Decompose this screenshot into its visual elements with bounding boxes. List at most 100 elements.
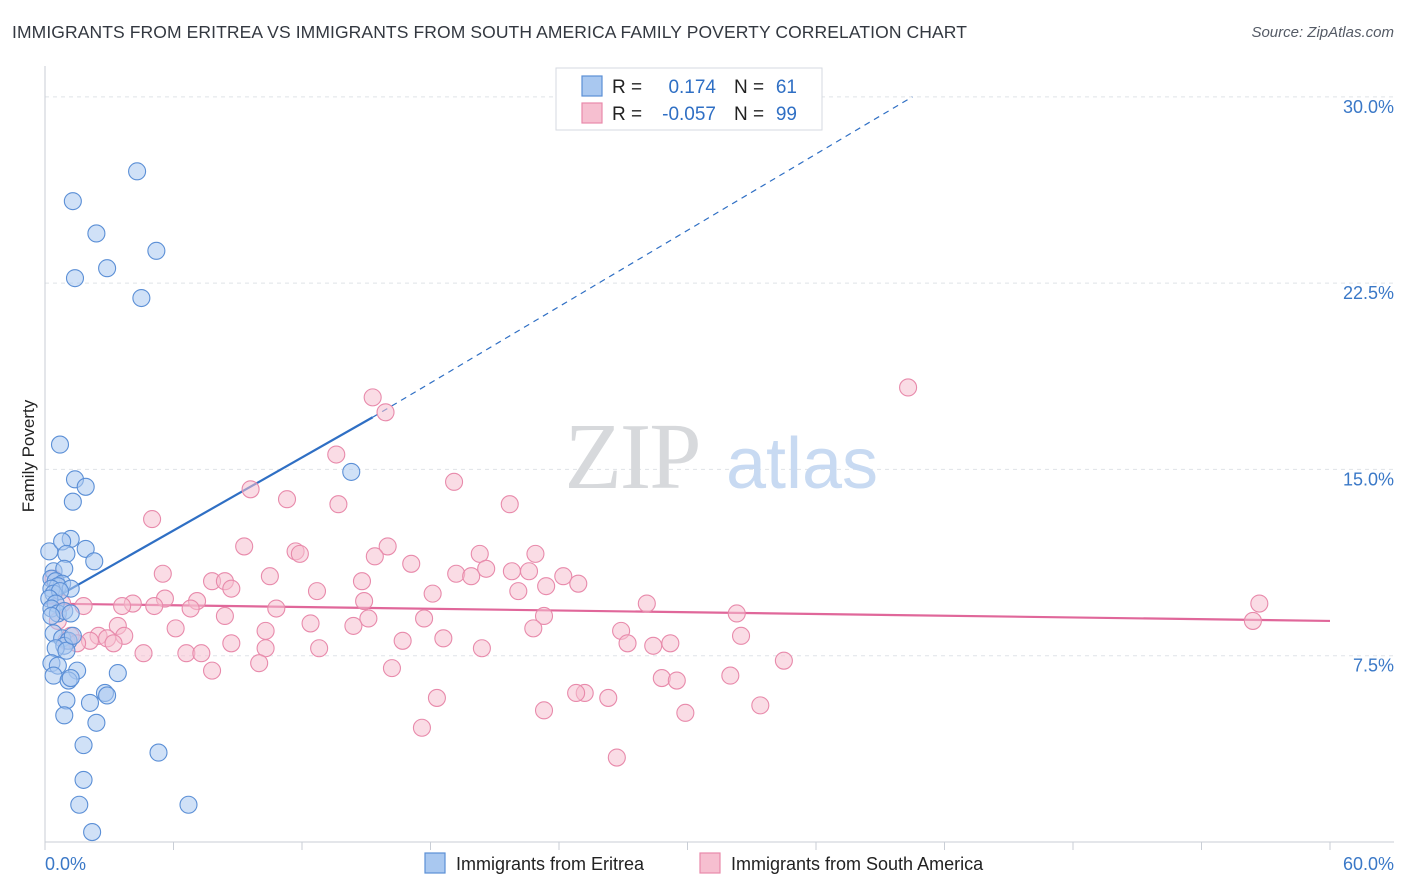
blue-data-point	[76, 539, 95, 558]
blue-data-point	[128, 162, 147, 181]
x-tick-label: 0.0%	[45, 854, 86, 874]
y-axis-label: Family Poverty	[19, 399, 38, 512]
pink-data-point	[524, 619, 543, 638]
pink-data-point	[423, 584, 442, 603]
blue-data-point	[108, 664, 127, 683]
pink-data-point	[363, 388, 382, 407]
blue-data-point	[57, 641, 76, 660]
blue-data-point	[42, 606, 61, 626]
trend-lines	[44, 96, 1331, 623]
pink-data-point	[534, 701, 554, 720]
pink-data-point	[352, 572, 372, 591]
pink-data-point	[462, 567, 481, 586]
pink-data-point	[393, 631, 412, 650]
pink-data-point	[256, 639, 275, 658]
pink-data-point	[344, 616, 363, 635]
blue-trend-extension	[372, 96, 913, 418]
pink-data-point	[134, 644, 153, 663]
pink-data-point	[774, 651, 793, 670]
pink-data-point	[143, 510, 162, 529]
x-tick-label: 60.0%	[1343, 854, 1394, 874]
blue-data-point	[74, 770, 93, 789]
y-tick-label: 15.0%	[1343, 469, 1394, 489]
blue-data-point	[149, 743, 168, 762]
pink-data-point	[569, 574, 588, 593]
pink-data-point	[667, 671, 686, 690]
pink-data-point	[290, 544, 309, 563]
pink-data-point	[359, 609, 378, 628]
pink-data-point	[731, 626, 751, 645]
pink-data-point	[192, 644, 211, 663]
series-legend-label: Immigrants from South America	[731, 854, 984, 874]
blue-data-point	[76, 477, 95, 496]
blue-data-point	[85, 552, 104, 571]
blue-data-point	[44, 666, 63, 685]
blue-series-swatch	[424, 852, 446, 874]
pink-data-point	[502, 562, 521, 581]
pink-data-point	[277, 490, 297, 509]
pink-data-point	[554, 567, 573, 586]
pink-data-point	[470, 544, 489, 563]
blue-data-point	[98, 259, 117, 278]
pink-data-point	[256, 621, 275, 640]
pink-data-point	[751, 696, 770, 715]
y-tick-label: 22.5%	[1343, 283, 1394, 303]
blue-data-point	[63, 626, 82, 645]
pink-data-point	[382, 659, 402, 678]
blue-data-point	[147, 241, 166, 260]
pink-data-point	[327, 445, 346, 464]
pink-data-point	[307, 582, 327, 601]
pink-data-point	[1250, 594, 1269, 613]
pink-data-point	[222, 634, 241, 653]
pink-data-point	[376, 403, 395, 422]
pink-data-point	[599, 688, 618, 707]
blue-data-point	[70, 795, 89, 814]
data-points	[40, 162, 1269, 842]
pink-data-point	[260, 567, 279, 586]
pink-data-point	[235, 537, 254, 556]
legend-r-label: R =	[612, 77, 642, 98]
pink-data-point	[267, 599, 286, 618]
blue-data-point	[65, 269, 85, 288]
pink-data-point	[607, 748, 626, 767]
pink-data-point	[215, 606, 234, 626]
pink-data-point	[721, 666, 740, 685]
pink-data-point	[519, 562, 539, 581]
source-label: Source: ZipAtlas.com	[1251, 24, 1394, 41]
blue-data-point	[63, 492, 82, 511]
axes	[44, 66, 1394, 850]
blue-data-point	[342, 462, 361, 481]
pink-data-point	[250, 654, 269, 673]
legend-r-label: R =	[612, 104, 642, 125]
pink-data-point	[500, 495, 519, 514]
pink-data-point	[447, 564, 466, 583]
blue-trend-line	[44, 416, 374, 605]
pink-data-point	[1243, 611, 1262, 630]
blue-legend-swatch	[581, 75, 603, 97]
chart-title: IMMIGRANTS FROM ERITREA VS IMMIGRANTS FR…	[12, 22, 967, 42]
tick-labels: 7.5% 15.0% 22.5% 30.0% 0.0% 60.0%	[45, 97, 1394, 874]
pink-data-point	[329, 495, 348, 514]
pink-data-point	[153, 564, 172, 583]
legend-r-value: -0.057	[662, 104, 716, 125]
pink-data-point	[203, 661, 222, 680]
pink-data-point	[181, 599, 200, 618]
pink-data-point	[104, 634, 123, 653]
blue-data-point	[61, 669, 80, 688]
pink-data-point	[676, 703, 695, 722]
y-tick-label: 7.5%	[1353, 656, 1394, 676]
pink-data-point	[310, 639, 329, 658]
blue-data-point	[57, 544, 76, 563]
pink-legend-swatch	[581, 102, 603, 124]
watermark-zip: ZIP	[565, 405, 700, 509]
pink-data-point	[652, 669, 671, 688]
stats-legend: R = 0.174 N = 61 R = -0.057 N = 99	[555, 67, 823, 131]
watermark-atlas: atlas	[726, 424, 878, 504]
pink-data-point	[113, 596, 132, 616]
pink-data-point	[412, 718, 431, 737]
series-legend-label: Immigrants from Eritrea	[456, 854, 645, 874]
pink-data-point	[145, 596, 164, 616]
blue-data-point	[179, 795, 198, 814]
pink-data-point	[166, 619, 185, 638]
